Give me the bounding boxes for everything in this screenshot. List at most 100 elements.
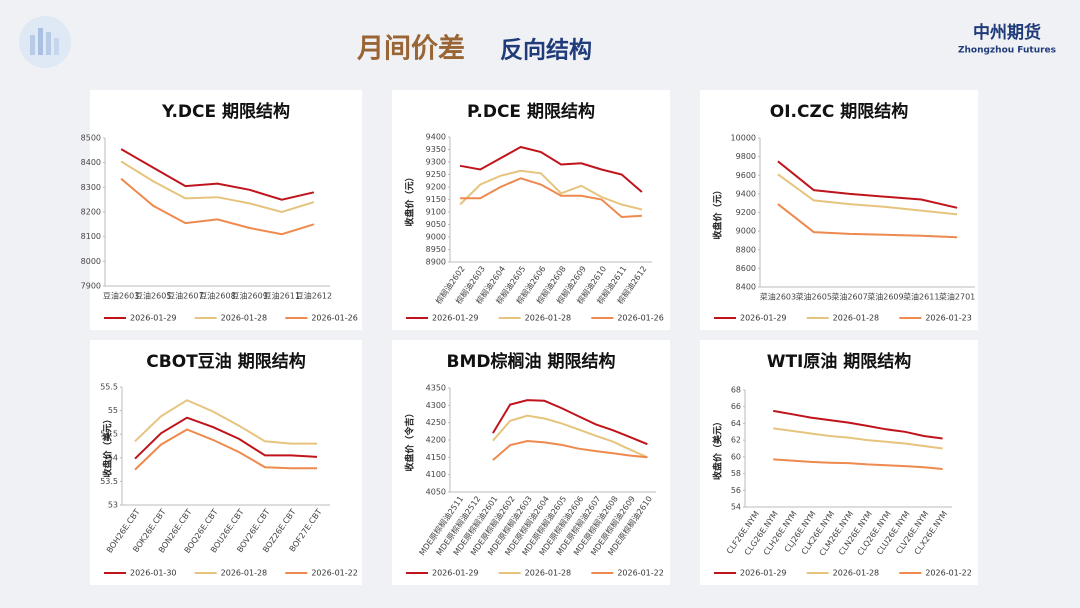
y-tick-label: 8200 (81, 208, 101, 217)
chart-title: CBOT豆油 期限结构 (146, 351, 305, 372)
y-tick-label: 4250 (426, 418, 446, 427)
y-tick-label: 9350 (426, 145, 446, 154)
series-line (777, 173, 958, 216)
chart-title: P.DCE 期限结构 (467, 101, 595, 122)
y-tick-label: 9600 (736, 171, 756, 180)
x-tick-label: 豆油2607 (167, 291, 203, 301)
y-tick-label: 54 (731, 503, 741, 512)
y-tick-label: 9300 (426, 158, 446, 167)
legend-label: 2026-01-26 (617, 314, 664, 323)
series-line (120, 177, 315, 236)
x-tick-label: 菜油2607 (831, 292, 867, 302)
y-tick-label: 8500 (81, 134, 101, 143)
x-tick-label: 豆油2612 (296, 291, 332, 301)
y-tick-label: 4050 (426, 488, 446, 497)
brand: 中州期货 (973, 22, 1041, 43)
legend-label: 2026-01-22 (311, 569, 358, 578)
y-tick-label: 54.5 (100, 430, 118, 439)
x-tick-label: 菜油2611 (903, 292, 939, 302)
x-tick-label: 菜油2603 (760, 292, 796, 302)
legend-label: 2026-01-28 (221, 314, 268, 323)
y-tick-label: 54 (108, 453, 118, 462)
legend-label: 2026-01-28 (833, 314, 880, 323)
y-tick-label: 55.5 (100, 383, 118, 392)
legend-label: 2026-01-26 (311, 314, 358, 323)
series-line (492, 414, 648, 459)
y-tick-label: 8950 (426, 245, 446, 254)
series-line (459, 145, 643, 193)
y-tick-label: 9000 (426, 233, 446, 242)
legend-label: 2026-01-28 (221, 569, 268, 578)
y-tick-label: 9400 (426, 133, 446, 142)
y-tick-label: 8900 (426, 258, 446, 267)
chart-panel (700, 90, 978, 330)
legend-label: 2026-01-22 (925, 569, 972, 578)
y-tick-label: 8600 (736, 264, 756, 273)
x-tick-label: 豆油2603 (103, 291, 139, 301)
x-tick-label: 菜油2609 (867, 292, 903, 302)
series-line (460, 177, 642, 219)
legend-label: 2026-01-29 (740, 569, 787, 578)
brand-en: Zhongzhou Futures (958, 46, 1056, 56)
y-tick-label: 9100 (426, 208, 446, 217)
legend-label: 2026-01-23 (925, 314, 972, 323)
y-tick-label: 60 (731, 452, 741, 461)
legend-label: 2026-01-28 (525, 314, 572, 323)
y-tick-label: 4150 (426, 453, 446, 462)
y-tick-label: 9200 (426, 183, 446, 192)
x-tick-label: 豆油2608 (199, 291, 235, 301)
y-tick-label: 66 (731, 402, 741, 411)
chart-panel (392, 340, 670, 585)
legend-label: 2026-01-29 (130, 314, 177, 323)
series-line (134, 428, 317, 471)
chart-title: WTI原油 期限结构 (767, 351, 912, 372)
x-tick-label: 菜油2605 (796, 292, 832, 302)
y-tick-label: 9050 (426, 220, 446, 229)
x-tick-label: 豆油2605 (135, 291, 171, 301)
legend-label: 2026-01-28 (833, 569, 880, 578)
slide-title: 月间价差 (356, 33, 465, 65)
series-line (773, 427, 943, 450)
y-tick-label: 9400 (736, 189, 756, 198)
x-tick-label: 豆油2611 (264, 291, 300, 301)
y-tick-label: 4350 (426, 384, 446, 393)
y-tick-label: 8100 (81, 232, 101, 241)
x-tick-label: 豆油2609 (231, 291, 267, 301)
y-tick-label: 8400 (81, 158, 101, 167)
y-tick-label: 62 (731, 436, 741, 445)
series-line (492, 399, 648, 446)
y-axis-label: 收盘价（元） (712, 185, 724, 239)
series-line (773, 458, 943, 470)
y-tick-label: 10000 (731, 134, 756, 143)
series-line (777, 203, 958, 239)
legend-label: 2026-01-28 (525, 569, 572, 578)
y-axis-label: 收盘价（美元） (712, 417, 724, 480)
x-tick-label: 菜油2701 (939, 292, 975, 302)
y-tick-label: 4300 (426, 401, 446, 410)
y-tick-label: 9000 (736, 227, 756, 236)
chart-title: Y.DCE 期限结构 (161, 101, 290, 122)
series-line (120, 160, 315, 214)
series-line (777, 160, 958, 209)
logo (19, 16, 71, 68)
legend-label: 2026-01-29 (432, 314, 479, 323)
y-axis-label: 收盘价（令吉） (404, 408, 416, 471)
legend-label: 2026-01-29 (740, 314, 787, 323)
series-line (773, 409, 943, 440)
y-tick-label: 53 (108, 501, 118, 510)
y-tick-label: 8300 (81, 183, 101, 192)
y-tick-label: 58 (731, 469, 741, 478)
y-tick-label: 8800 (736, 245, 756, 254)
chart-title: OI.CZC 期限结构 (770, 101, 908, 122)
y-tick-label: 64 (731, 419, 741, 428)
series-line (134, 416, 318, 460)
y-tick-label: 8400 (736, 283, 756, 292)
y-tick-label: 8000 (81, 257, 101, 266)
legend-label: 2026-01-30 (130, 569, 177, 578)
y-axis-label: 收盘价（美元） (102, 414, 114, 477)
y-tick-label: 7900 (81, 282, 101, 291)
y-axis-label: 收盘价（元） (404, 172, 416, 226)
slide-subtitle: 反向结构 (500, 37, 592, 64)
